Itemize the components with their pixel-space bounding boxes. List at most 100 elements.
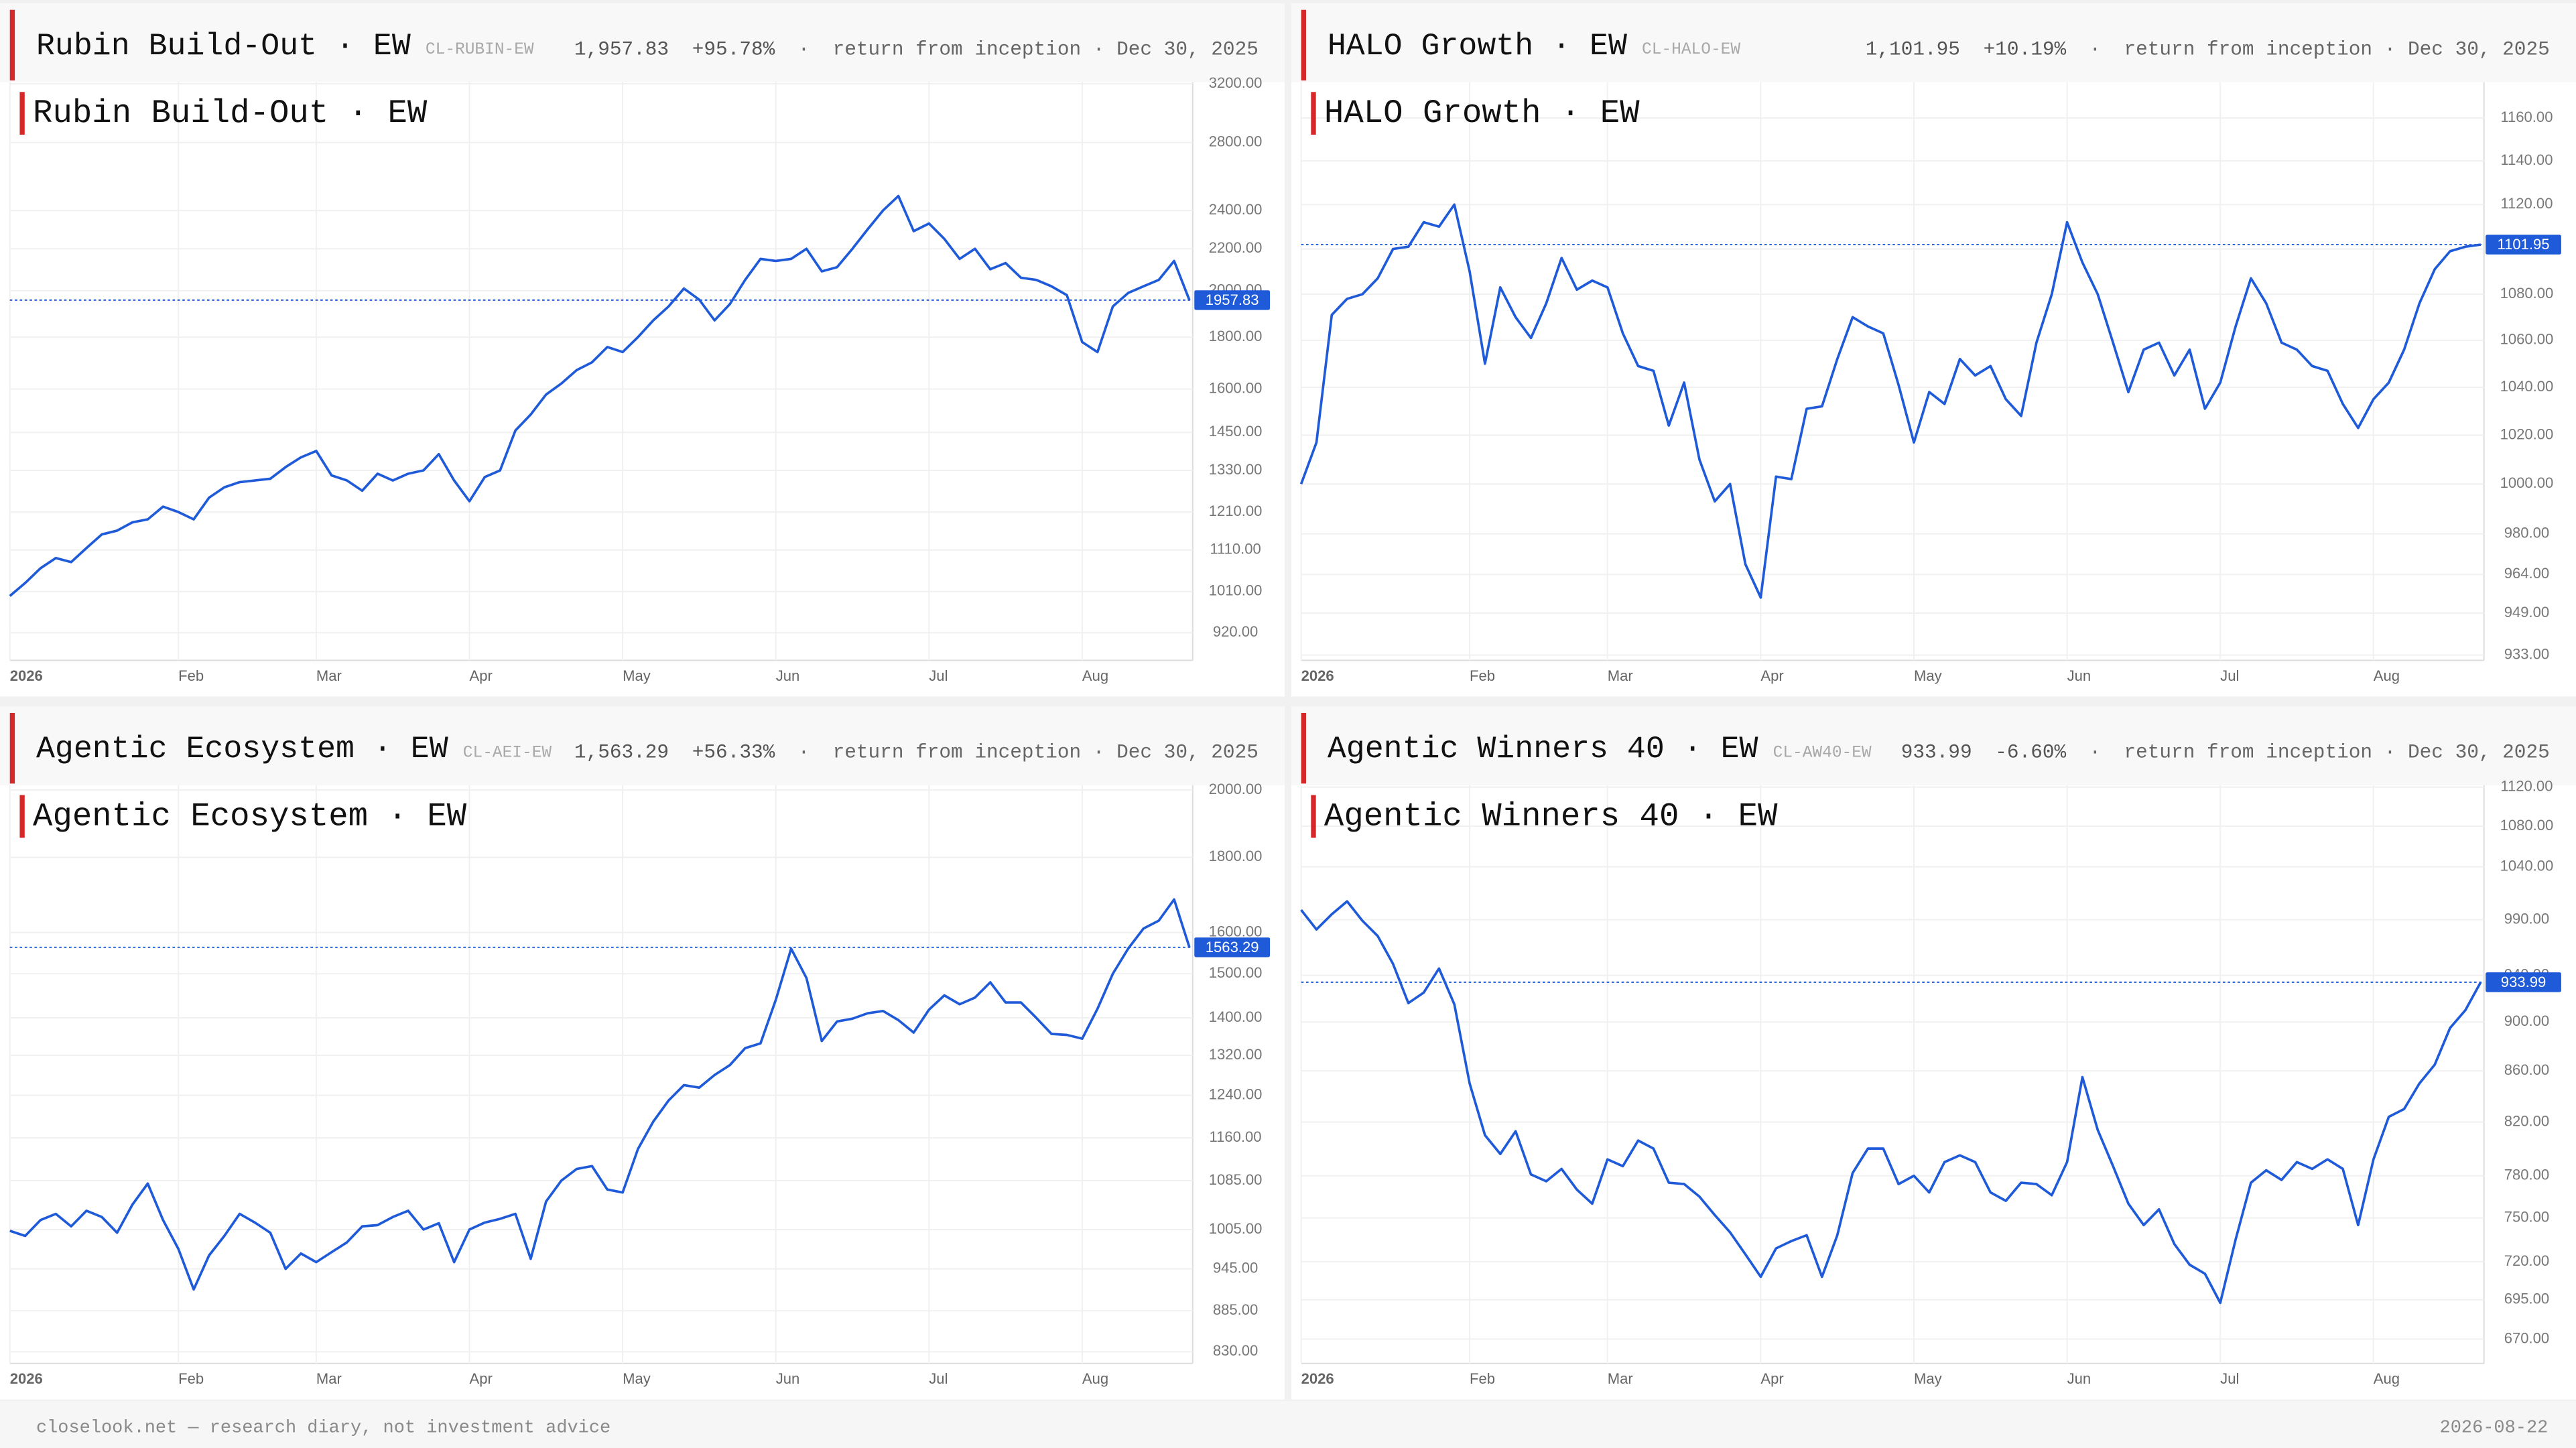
y-tick-label: 1080.00 <box>2500 285 2554 302</box>
price-line <box>1299 203 2482 599</box>
return-note: return from inception · Dec 30, 2025 <box>833 742 1259 764</box>
chart-title: Rubin Build-Out · EW <box>33 94 428 132</box>
x-tick-label: Aug <box>2374 1370 2400 1387</box>
x-tick-label: Jun <box>776 667 800 684</box>
header-band <box>0 706 1285 785</box>
change: +10.19% <box>1984 38 2067 60</box>
y-tick-label: 1330.00 <box>1209 461 1263 478</box>
panel-title: Agentic Winners 40 · EW <box>1328 731 1758 767</box>
last-value-tag <box>1194 937 1271 958</box>
y-tick-label: 1010.00 <box>1209 582 1263 599</box>
y-tick-label: 1040.00 <box>2500 857 2554 874</box>
x-tick-label: Jul <box>929 1370 948 1387</box>
y-tick-label: 2800.00 <box>1209 133 1263 150</box>
header-band <box>0 3 1285 82</box>
y-tick-label: 1120.00 <box>2500 778 2553 795</box>
separator: · <box>798 38 810 60</box>
y-tick-label: 1080.00 <box>2500 817 2554 834</box>
y-tick-label: 933.00 <box>2504 645 2549 662</box>
x-tick-label: Feb <box>178 1370 204 1387</box>
footer-band <box>0 1401 2576 1448</box>
last-value-tag <box>2486 972 2561 992</box>
x-tick-label: Feb <box>1470 667 1495 684</box>
y-tick-label: 1060.00 <box>2500 331 2554 348</box>
y-tick-label: 1800.00 <box>1209 328 1263 344</box>
y-tick-label: 2000.00 <box>1209 781 1263 797</box>
return-note: return from inception · Dec 30, 2025 <box>2124 742 2549 764</box>
change: +95.78% <box>692 38 775 60</box>
x-tick-label: Jul <box>2220 1370 2239 1387</box>
y-tick-label: 945.00 <box>1213 1259 1258 1276</box>
y-tick-label: 964.00 <box>2504 565 2549 582</box>
y-tick-label: 1000.00 <box>2500 474 2554 491</box>
footer-note: closelook.net — research diary, not inve… <box>36 1418 610 1438</box>
level: 1,101.95 <box>1866 38 1960 60</box>
x-tick-label: Jun <box>2067 667 2091 684</box>
panel-title: HALO Growth · EW <box>1328 28 1627 64</box>
x-tick-label: Feb <box>178 667 204 684</box>
panel-title: Rubin Build-Out · EW <box>36 28 411 64</box>
y-tick-label: 1160.00 <box>1210 1128 1262 1145</box>
x-tick-label: Jul <box>929 667 948 684</box>
panel-body <box>1291 785 2576 1400</box>
y-tick-label: 3200.00 <box>1209 74 1263 91</box>
chart-accent <box>19 92 25 135</box>
x-tick-label: May <box>623 1370 651 1387</box>
y-tick-label: 1450.00 <box>1209 423 1263 440</box>
change: +56.33% <box>692 742 775 764</box>
y-tick-label: 980.00 <box>2504 525 2549 541</box>
y-tick-label: 920.00 <box>1213 623 1258 640</box>
last-value-tag <box>1194 290 1271 310</box>
panel-body <box>1291 82 2576 697</box>
x-tick-label: May <box>1914 1370 1942 1387</box>
header-accent <box>9 712 15 784</box>
header-band <box>1291 706 2576 785</box>
x-tick-label: Jun <box>2067 1370 2091 1387</box>
y-tick-label: 1600.00 <box>1209 379 1263 396</box>
y-tick-label: 1320.00 <box>1209 1046 1263 1063</box>
return-note: return from inception · Dec 30, 2025 <box>833 38 1259 60</box>
y-tick-label: 1600.00 <box>1209 923 1263 939</box>
header-accent <box>9 9 15 81</box>
y-tick-label: 1040.00 <box>2500 378 2554 395</box>
x-tick-label: Feb <box>1470 1370 1495 1387</box>
x-tick-label: 2026 <box>1301 667 1334 684</box>
last-value-tag <box>2486 235 2561 255</box>
y-tick-label: 1240.00 <box>1209 1085 1263 1102</box>
y-tick-label: 1020.00 <box>2500 425 2554 442</box>
header-band <box>1291 3 2576 82</box>
chart-accent <box>19 795 25 838</box>
separator: · <box>2089 38 2101 60</box>
y-tick-label: 1120.00 <box>2500 195 2553 212</box>
x-tick-label: Apr <box>470 667 493 684</box>
x-tick-label: Apr <box>1760 1370 1783 1387</box>
y-tick-label: 820.00 <box>2504 1112 2549 1129</box>
last-value-label: 1101.95 <box>2497 236 2549 253</box>
ticker: CL-HALO-EW <box>1642 41 1740 59</box>
chart-accent <box>1311 92 1316 135</box>
y-tick-label: 695.00 <box>2504 1291 2549 1307</box>
x-tick-label: Apr <box>470 1370 493 1387</box>
ticker: CL-AW40-EW <box>1773 744 1872 762</box>
price-line <box>1300 900 2482 1305</box>
x-tick-label: 2026 <box>1301 1370 1334 1387</box>
y-tick-label: 949.00 <box>2504 604 2549 620</box>
x-tick-label: 2026 <box>10 667 43 684</box>
x-tick-label: Jul <box>2220 667 2239 684</box>
x-tick-label: Aug <box>1082 1370 1108 1387</box>
y-tick-label: 750.00 <box>2504 1208 2549 1225</box>
x-tick-label: May <box>623 667 651 684</box>
level: 933.99 <box>1901 742 1972 764</box>
x-tick-label: Mar <box>316 667 342 684</box>
change: -6.60% <box>1995 742 2066 764</box>
level: 1,563.29 <box>574 742 669 764</box>
level: 1,957.83 <box>574 38 669 60</box>
y-tick-label: 2200.00 <box>1209 239 1263 256</box>
x-tick-label: Mar <box>1608 667 1633 684</box>
separator: · <box>798 742 810 764</box>
separator: · <box>2089 742 2101 764</box>
x-tick-label: Aug <box>1082 667 1108 684</box>
header-accent <box>1301 712 1306 784</box>
header-accent <box>1301 9 1306 81</box>
